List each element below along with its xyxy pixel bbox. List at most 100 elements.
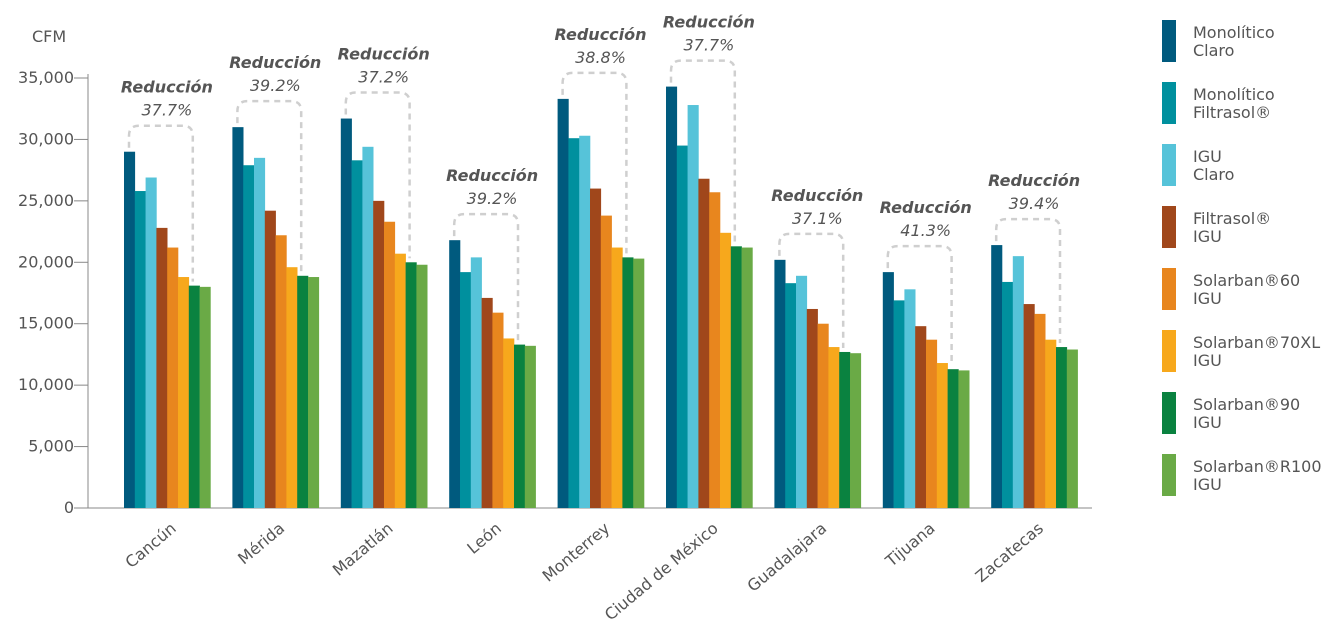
legend: MonolíticoClaroMonolíticoFiltrasol®IGUCl… <box>1162 20 1322 496</box>
reduction-label: Reducción <box>554 25 646 44</box>
bar <box>254 157 266 508</box>
legend-label: IGU <box>1193 351 1222 370</box>
bar <box>882 272 894 508</box>
y-tick-label: 10,000 <box>18 375 74 394</box>
legend-label: Monolítico <box>1193 85 1275 104</box>
reduction-bracket <box>236 99 303 272</box>
legend-label: IGU <box>1193 147 1222 166</box>
reduction-label: Reducción <box>121 78 213 97</box>
x-category-label: León <box>463 519 505 558</box>
y-tick-label: 15,000 <box>18 314 74 333</box>
bar <box>817 323 829 508</box>
legend-label: Solarban®R100 <box>1193 457 1322 476</box>
bar <box>373 200 385 508</box>
legend-label: Solarban®60 <box>1193 271 1300 290</box>
legend-label: Solarban®70XL <box>1193 333 1320 352</box>
bar <box>232 127 244 509</box>
bars <box>124 86 1078 509</box>
reduction-bracket <box>994 217 1062 344</box>
legend-label: IGU <box>1193 475 1222 494</box>
x-category-label: Ciudad de México <box>601 519 722 625</box>
reduction-annotations: Reducción 37.7% Reducción 39.2% Reducción 37.… <box>121 13 1080 366</box>
legend-swatch <box>1162 392 1176 434</box>
bar <box>828 347 840 508</box>
bar <box>286 267 298 508</box>
bar <box>926 339 938 508</box>
bar <box>666 86 678 508</box>
bar <box>806 308 818 508</box>
legend-label: Claro <box>1193 41 1234 60</box>
reduction-label: Reducción <box>663 13 755 32</box>
bar <box>676 145 688 509</box>
reduction-value: 38.8% <box>575 48 626 67</box>
bar <box>915 326 927 508</box>
bar <box>264 210 276 508</box>
bar <box>416 264 428 508</box>
reduction-label: Reducción <box>988 171 1080 190</box>
bar <box>904 289 916 508</box>
reduction-label: Reducción <box>229 53 321 72</box>
bar <box>481 297 493 508</box>
bar <box>384 221 396 508</box>
reduction-value: 37.2% <box>358 68 409 87</box>
bar <box>947 369 959 508</box>
bar <box>351 160 363 509</box>
bar <box>774 259 786 508</box>
bar <box>1045 339 1057 508</box>
reduction-value: 41.3% <box>900 221 951 240</box>
legend-label: IGU <box>1193 289 1222 308</box>
legend-label: Filtrasol® <box>1193 209 1271 228</box>
bar <box>796 275 808 508</box>
bar <box>275 235 287 508</box>
x-category-label: Mérida <box>234 519 288 569</box>
bar <box>156 227 168 508</box>
bar <box>460 272 472 508</box>
bar <box>492 312 504 508</box>
bar <box>622 257 634 508</box>
legend-label: Claro <box>1193 165 1234 184</box>
reduction-bracket <box>778 232 845 348</box>
legend-swatch <box>1162 330 1176 372</box>
reduction-label: Reducción <box>771 186 863 205</box>
reduction-label: Reducción <box>446 166 538 185</box>
bar <box>557 98 569 508</box>
reduction-bracket <box>452 212 520 341</box>
reduction-bracket <box>886 244 953 366</box>
bar <box>893 300 905 508</box>
bar <box>394 253 406 508</box>
reduction-value: 37.1% <box>792 209 843 228</box>
bar <box>839 351 851 508</box>
y-tick-label: 0 <box>64 498 74 517</box>
legend-swatch <box>1162 82 1176 124</box>
reduction-value: 39.4% <box>1009 194 1060 213</box>
bar <box>785 283 797 508</box>
bar <box>503 338 515 508</box>
reduction-value: 39.2% <box>250 76 301 95</box>
reduction-value: 37.7% <box>141 101 192 120</box>
bar <box>611 247 623 509</box>
bar <box>449 240 461 508</box>
bar <box>199 286 211 508</box>
bar <box>590 188 602 509</box>
reduction-value: 37.7% <box>683 36 734 55</box>
x-category-label: Monterrey <box>539 519 614 586</box>
bar <box>741 247 753 509</box>
y-tick-label: 20,000 <box>18 252 74 271</box>
bar <box>579 135 591 508</box>
bar <box>514 344 526 508</box>
bar <box>340 118 352 509</box>
legend-label: IGU <box>1193 227 1222 246</box>
x-category-label: Tijuana <box>881 519 938 572</box>
x-category-label: Mazatlán <box>329 519 397 580</box>
bar <box>167 247 179 509</box>
bar <box>188 285 200 508</box>
x-category-label: Guadalajara <box>744 519 831 596</box>
bar <box>297 275 309 508</box>
legend-label: IGU <box>1193 413 1222 432</box>
reduction-bracket <box>344 91 411 259</box>
bar <box>1012 256 1024 508</box>
bar <box>709 192 721 508</box>
bar <box>124 151 136 508</box>
bar <box>308 277 320 508</box>
bar <box>405 262 417 508</box>
